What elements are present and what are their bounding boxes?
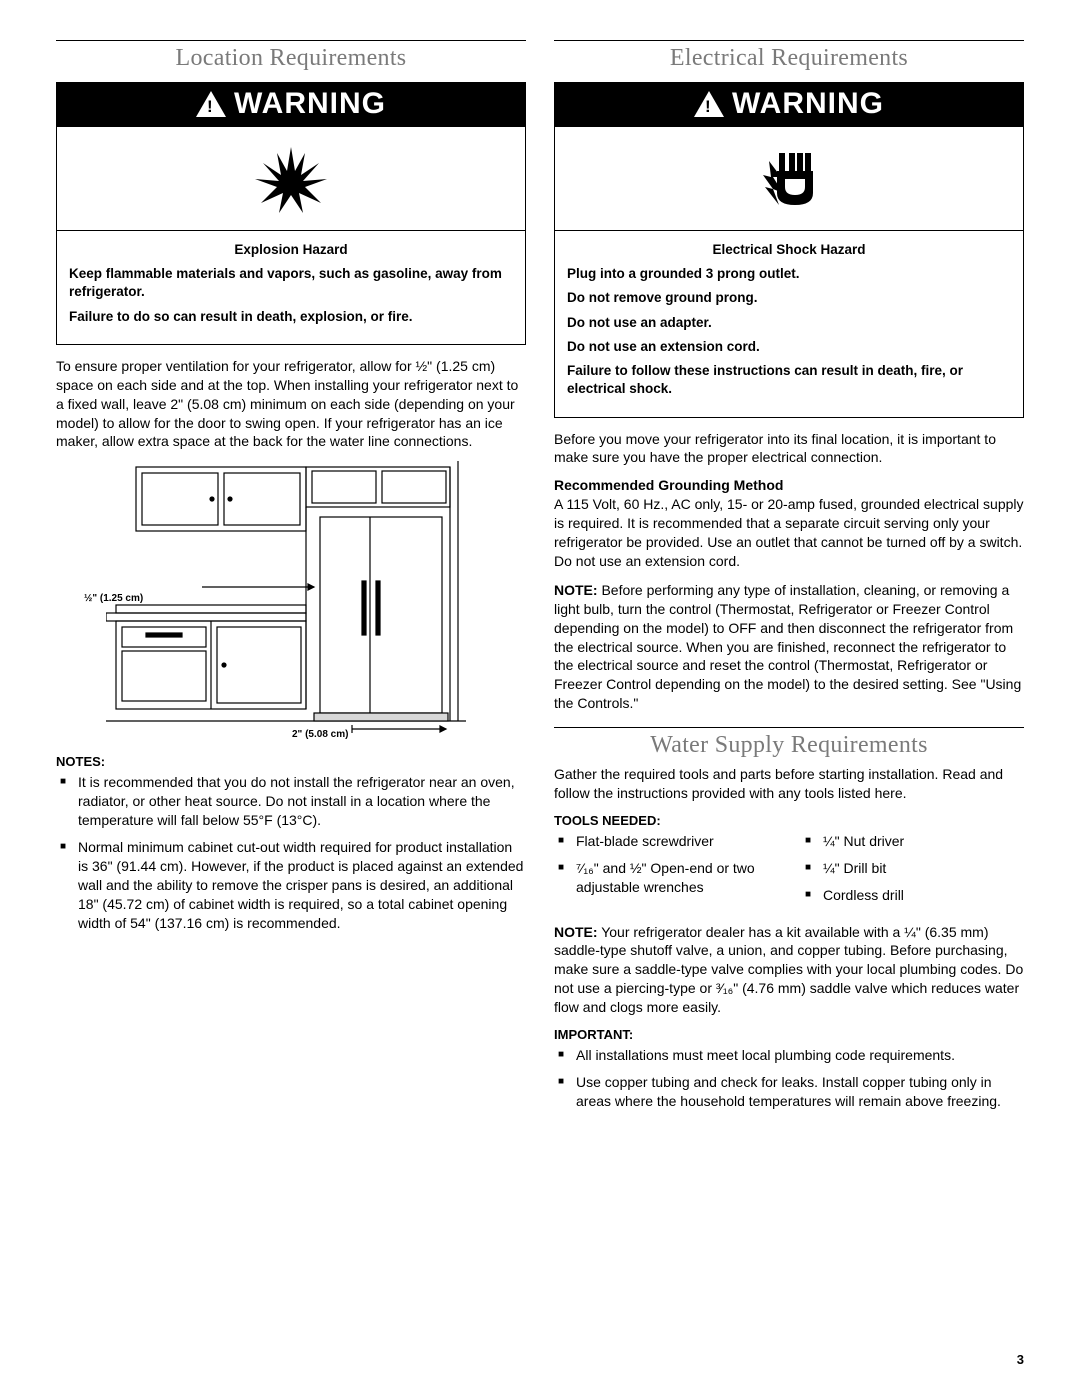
notes-list: It is recommended that you do not instal… [56, 773, 526, 932]
warning-label: WARNING [234, 87, 386, 121]
warning-line: Do not use an adapter. [567, 314, 1011, 332]
warning-body: Explosion Hazard Keep flammable material… [57, 231, 525, 344]
shock-icon-row [555, 127, 1023, 231]
electrical-req-title: Electrical Requirements [554, 45, 1024, 72]
list-item: ¼" Nut driver [801, 832, 1024, 851]
tools-heading: TOOLS NEEDED: [554, 813, 1024, 828]
electrical-note: NOTE: Before performing any type of inst… [554, 581, 1024, 713]
warning-header: WARNING [555, 83, 1023, 127]
diagram-dim-left: ½" (1.25 cm) [84, 593, 143, 604]
warning-box-electrical: WARNING Electrical Shock Hazard Plug int… [554, 82, 1024, 418]
cabinet-diagram-svg [106, 461, 476, 741]
explosion-icon [253, 143, 329, 215]
alert-triangle-icon [694, 91, 724, 117]
water-intro: Gather the required tools and parts befo… [554, 765, 1024, 803]
list-item: All installations must meet local plumbi… [554, 1046, 1024, 1065]
explosion-icon-row [57, 127, 525, 231]
list-item: Use copper tubing and check for leaks. I… [554, 1073, 1024, 1111]
hazard-title: Explosion Hazard [69, 241, 513, 259]
warning-header: WARNING [57, 83, 525, 127]
electrical-shock-icon [751, 143, 827, 215]
grounding-heading: Recommended Grounding Method [554, 477, 1024, 493]
list-item: Flat-blade screwdriver [554, 832, 777, 851]
alert-triangle-icon [196, 91, 226, 117]
electrical-intro: Before you move your refrigerator into i… [554, 430, 1024, 468]
grounding-text: A 115 Volt, 60 Hz., AC only, 15- or 20-a… [554, 495, 1024, 571]
warning-box-location: WARNING Explosion Hazard Keep flammable … [56, 82, 526, 345]
right-column: Electrical Requirements WARNING Electric… [554, 40, 1024, 1121]
list-item: Cordless drill [801, 886, 1024, 905]
hazard-title: Electrical Shock Hazard [567, 241, 1011, 259]
notes-heading: NOTES: [56, 754, 526, 769]
warning-line: Plug into a grounded 3 prong outlet. [567, 265, 1011, 283]
page-number: 3 [1017, 1352, 1024, 1367]
list-item: ¼" Drill bit [801, 859, 1024, 878]
diagram-dim-bottom: 2" (5.08 cm) [292, 729, 348, 740]
warning-line: Do not remove ground prong. [567, 289, 1011, 307]
divider [554, 727, 1024, 728]
water-req-title: Water Supply Requirements [554, 732, 1024, 759]
warning-line: Failure to do so can result in death, ex… [69, 308, 513, 326]
important-list: All installations must meet local plumbi… [554, 1046, 1024, 1111]
tools-grid: Flat-blade screwdriver ⁷⁄₁₆" and ½" Open… [554, 832, 1024, 915]
divider [554, 40, 1024, 41]
warning-line: Do not use an extension cord. [567, 338, 1011, 356]
note-text-span: Before performing any type of installati… [554, 582, 1021, 711]
warning-line: Failure to follow these instructions can… [567, 362, 1011, 398]
water-note-span: Your refrigerator dealer has a kit avail… [554, 924, 1023, 1016]
location-intro: To ensure proper ventilation for your re… [56, 357, 526, 451]
location-req-title: Location Requirements [56, 45, 526, 72]
warning-label: WARNING [732, 87, 884, 121]
list-item: ⁷⁄₁₆" and ½" Open-end or two adjustable … [554, 859, 777, 897]
list-item: Normal minimum cabinet cut-out width req… [56, 838, 526, 932]
water-note: NOTE: Your refrigerator dealer has a kit… [554, 923, 1024, 1017]
important-heading: IMPORTANT: [554, 1027, 1024, 1042]
divider [56, 40, 526, 41]
left-column: Location Requirements WARNING Explosion … [56, 40, 526, 1121]
warning-body: Electrical Shock Hazard Plug into a grou… [555, 231, 1023, 417]
list-item: It is recommended that you do not instal… [56, 773, 526, 830]
installation-diagram: ½" (1.25 cm) 2" (5.08 cm) [56, 461, 526, 744]
warning-line: Keep flammable materials and vapors, suc… [69, 265, 513, 301]
